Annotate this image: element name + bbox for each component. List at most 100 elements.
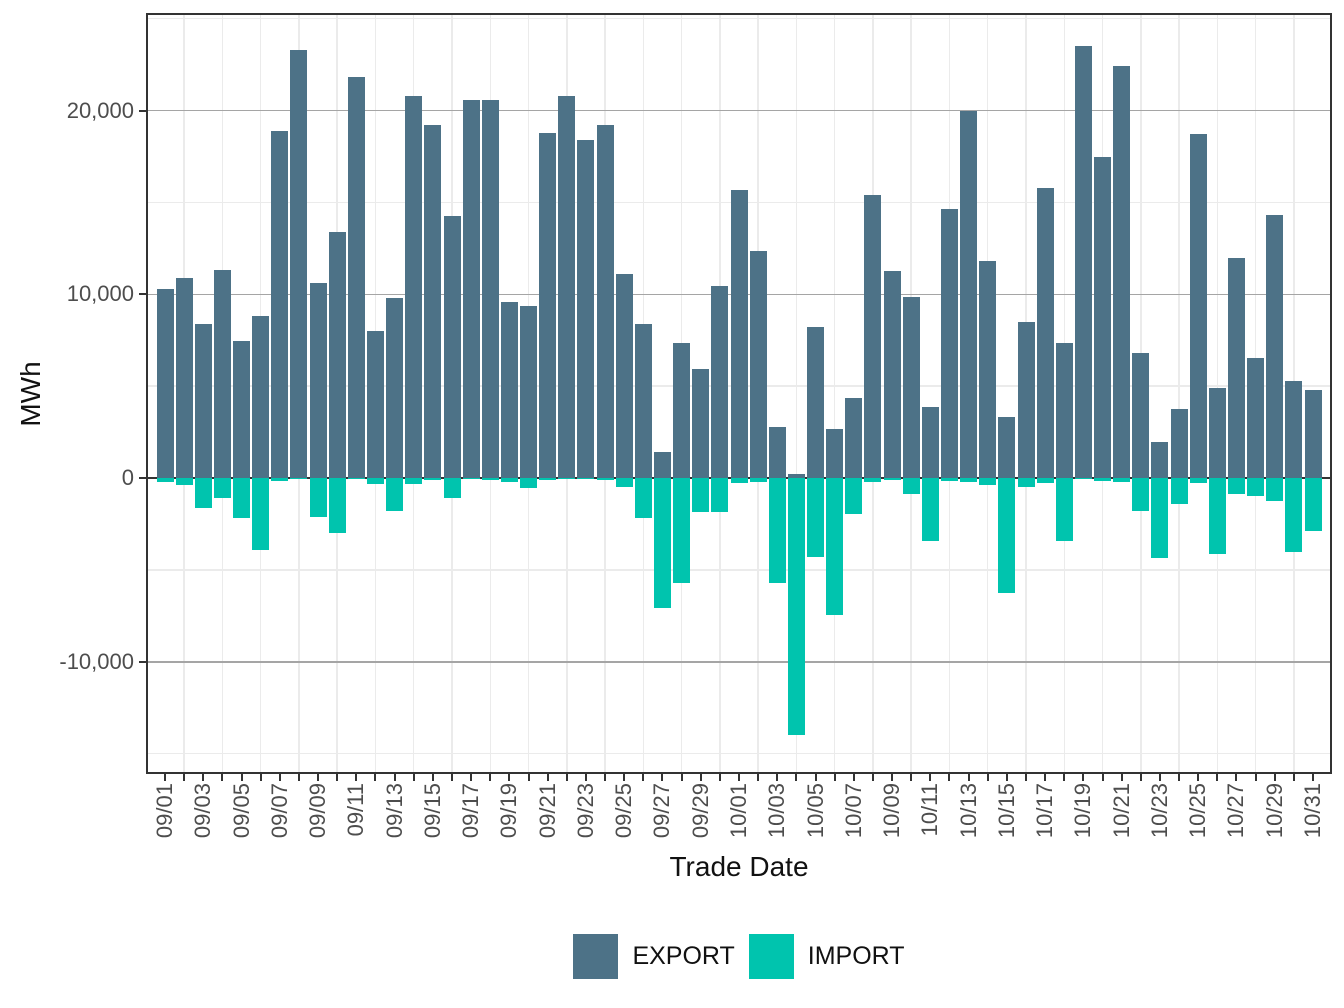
- x-tick-label: 10/13: [955, 783, 981, 839]
- import-bar: [1227, 478, 1245, 494]
- export-bar: [864, 195, 882, 479]
- import-swatch: [748, 933, 794, 979]
- v-minor-gridline: [1178, 15, 1180, 772]
- x-tick-mark: [814, 774, 817, 781]
- x-tick-mark: [202, 774, 205, 781]
- x-tick-mark: [948, 774, 951, 781]
- y-axis-title: MWh: [15, 360, 46, 427]
- export-legend-label: EXPORT: [632, 941, 735, 970]
- x-tick-mark: [1139, 774, 1142, 781]
- export-bar: [826, 429, 844, 479]
- import-bar: [558, 478, 576, 479]
- export-bar: [500, 301, 518, 478]
- h-major-gridline: [148, 109, 1330, 112]
- x-tick-label: 09/17: [458, 783, 484, 839]
- x-tick-mark: [1178, 774, 1181, 781]
- export-bar: [328, 231, 346, 478]
- export-bar: [1094, 157, 1112, 478]
- export-bar: [577, 139, 595, 478]
- import-bar: [960, 478, 978, 482]
- import-bar: [424, 478, 442, 480]
- import-bar: [1017, 478, 1035, 488]
- import-bar: [1036, 478, 1054, 483]
- export-bar: [175, 277, 193, 478]
- import-bar: [213, 478, 231, 499]
- import-bar: [998, 478, 1016, 593]
- export-bar: [1227, 257, 1245, 479]
- import-bar: [902, 478, 920, 494]
- export-bar: [213, 270, 231, 478]
- x-tick-label: 10/27: [1223, 783, 1249, 839]
- import-bar: [481, 478, 499, 480]
- x-tick-mark: [1273, 774, 1276, 781]
- x-tick-mark: [910, 774, 913, 781]
- x-tick-label: 10/23: [1146, 783, 1172, 839]
- import-bar: [443, 478, 461, 499]
- import-bar: [1074, 478, 1092, 479]
- x-tick-mark: [604, 774, 607, 781]
- y-tick-label: 0: [121, 465, 134, 491]
- x-tick-label: 10/11: [917, 783, 943, 837]
- import-bar: [462, 478, 480, 479]
- x-tick-label: 10/29: [1261, 783, 1287, 839]
- import-bar: [1094, 478, 1112, 481]
- export-bar: [366, 331, 384, 478]
- import-bar: [845, 478, 863, 514]
- x-tick-mark: [259, 774, 262, 781]
- x-tick-mark: [623, 774, 626, 781]
- export-bar: [673, 342, 691, 479]
- x-tick-mark: [546, 774, 549, 781]
- x-tick-mark: [355, 774, 358, 781]
- v-minor-gridline: [795, 15, 798, 772]
- x-tick-mark: [718, 774, 721, 781]
- x-tick-mark: [527, 774, 530, 781]
- export-bar: [749, 251, 767, 478]
- x-tick-mark: [1044, 774, 1047, 781]
- import-bar: [634, 478, 652, 518]
- import-bar: [1113, 478, 1131, 482]
- import-bar: [596, 478, 614, 480]
- x-tick-mark: [584, 774, 587, 781]
- x-tick-mark: [1120, 774, 1123, 781]
- x-tick-mark: [1216, 774, 1219, 781]
- import-bar: [673, 478, 691, 583]
- x-tick-label: 10/05: [802, 783, 828, 839]
- import-bar: [692, 478, 710, 512]
- export-swatch: [573, 933, 619, 979]
- export-bar: [1189, 133, 1207, 478]
- x-tick-mark: [1025, 774, 1027, 781]
- import-bar: [1170, 478, 1188, 504]
- export-bar: [921, 407, 939, 478]
- x-tick-label: 09/01: [152, 783, 177, 839]
- y-tick-mark: [139, 109, 146, 112]
- export-bar: [940, 208, 958, 478]
- import-bar: [520, 478, 538, 489]
- x-tick-label: 10/25: [1185, 783, 1211, 839]
- legend-item-export: EXPORT: [573, 933, 735, 979]
- v-minor-gridline: [833, 15, 836, 772]
- x-tick-mark: [183, 774, 186, 781]
- x-tick-label: 09/27: [649, 783, 675, 839]
- export-bar: [902, 297, 920, 478]
- x-tick-label: 10/03: [764, 783, 790, 839]
- import-bar: [309, 478, 327, 517]
- export-bar: [271, 130, 289, 478]
- x-tick-label: 09/15: [419, 783, 445, 839]
- import-bar: [864, 478, 882, 482]
- import-bar: [290, 478, 308, 479]
- export-bar: [998, 417, 1016, 478]
- import-bar: [807, 478, 825, 558]
- x-tick-mark: [393, 774, 396, 781]
- x-tick-label: 10/07: [840, 783, 866, 839]
- import-bar: [366, 478, 384, 485]
- legend: EXPORT IMPORT: [148, 932, 1330, 980]
- x-tick-mark: [297, 774, 300, 781]
- export-bar: [730, 190, 748, 479]
- x-tick-mark: [1063, 774, 1066, 781]
- import-bar: [749, 478, 767, 482]
- import-bar: [577, 478, 595, 479]
- x-tick-mark: [508, 774, 511, 781]
- export-bar: [481, 99, 499, 479]
- export-bar: [768, 427, 786, 478]
- import-bar: [1266, 478, 1284, 501]
